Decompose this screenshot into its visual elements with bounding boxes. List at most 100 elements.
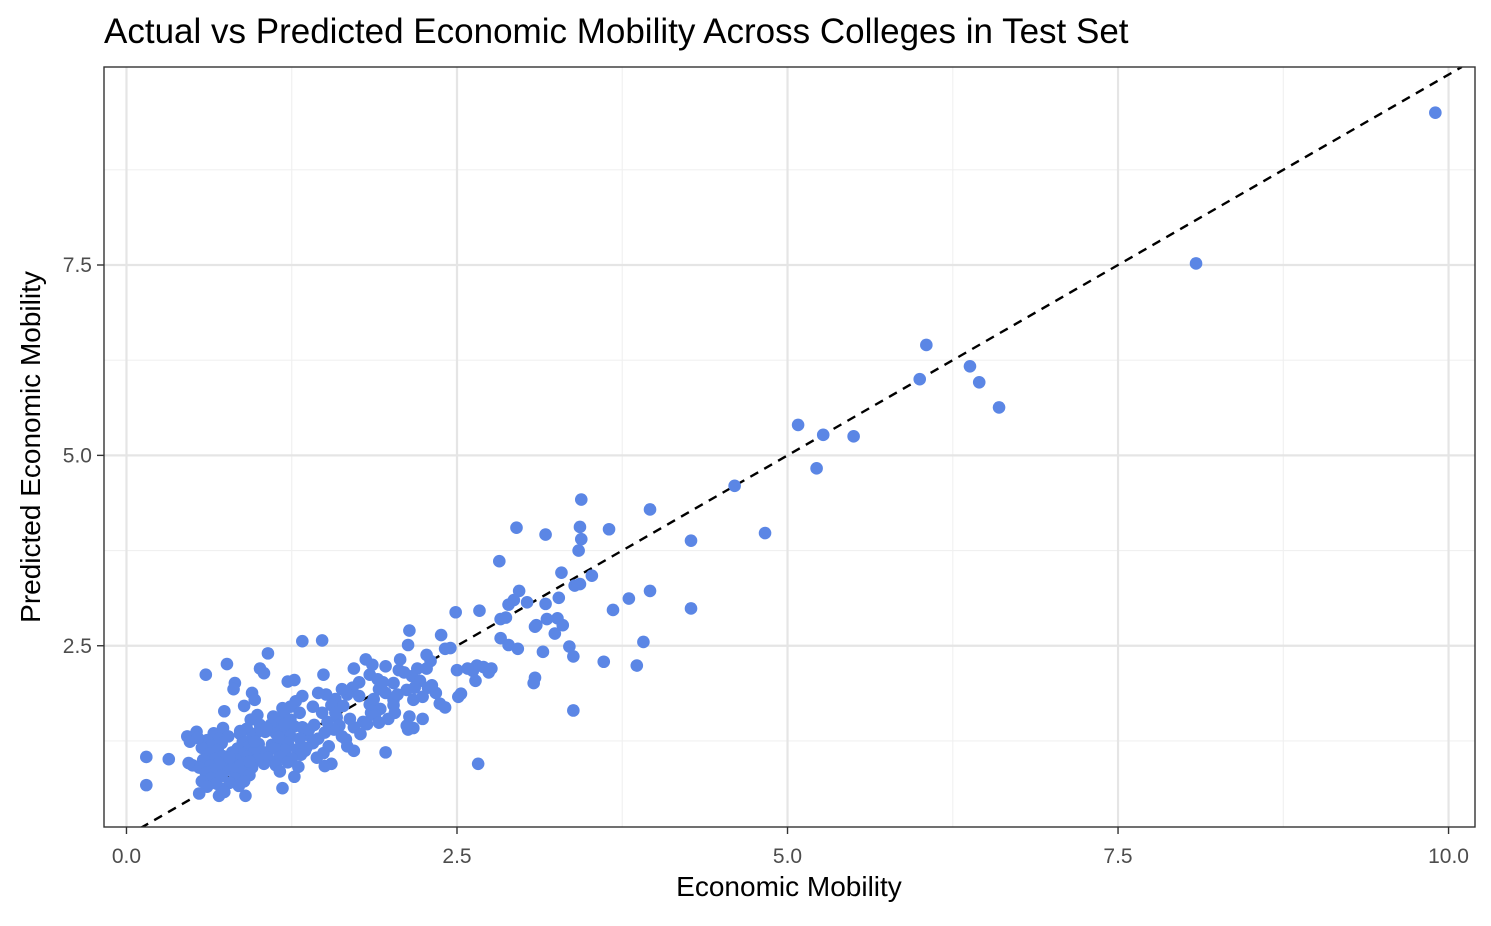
scatter-point <box>540 612 554 626</box>
scatter-point <box>278 717 292 731</box>
scatter-point <box>556 618 570 632</box>
scatter-point <box>963 359 977 373</box>
scatter-point <box>293 706 306 720</box>
scatter-point <box>452 690 465 704</box>
scatter-point <box>318 726 332 739</box>
scatter-point <box>223 751 236 765</box>
scatter-point <box>233 724 247 738</box>
scatter-point <box>352 689 366 703</box>
scatter-point <box>643 503 657 516</box>
scatter-point <box>469 674 482 688</box>
scatter-point <box>281 755 295 769</box>
scatter-point <box>408 681 421 694</box>
scatter-point <box>192 787 206 800</box>
scatter-point <box>520 596 534 609</box>
scatter-point <box>354 727 367 741</box>
scatter-point <box>972 375 986 389</box>
scatter-point <box>182 756 195 770</box>
scatter-point <box>335 682 349 696</box>
scatter-point <box>913 372 927 386</box>
scatter-point <box>318 759 332 773</box>
scatter-point <box>434 628 448 642</box>
scatter-point <box>684 602 698 615</box>
scatter-point <box>461 662 474 675</box>
scatter-point <box>387 676 400 690</box>
scatter-point <box>392 663 406 677</box>
scatter-point <box>425 679 439 692</box>
scatter-point <box>482 666 496 679</box>
x-tick-label: 10.0 <box>1428 845 1469 868</box>
scatter-point <box>367 692 381 706</box>
scatter-point <box>376 676 390 689</box>
scatter-point <box>379 746 392 759</box>
scatter-point <box>572 544 585 557</box>
scatter-point <box>420 662 433 675</box>
scatter-point <box>372 716 386 729</box>
scatter-point <box>393 653 407 666</box>
scatter-point <box>379 660 392 673</box>
scatter-point <box>359 653 373 666</box>
scatter-point <box>567 650 580 663</box>
scatter-point <box>288 770 301 784</box>
grid-lines <box>104 67 1475 827</box>
scatter-point <box>574 493 588 506</box>
scatter-point <box>791 418 805 432</box>
scatter-point <box>473 604 486 618</box>
scatter-point <box>567 704 580 717</box>
scatter-point <box>684 534 698 547</box>
x-tick-label: 2.5 <box>442 845 471 868</box>
scatter-point <box>273 765 287 778</box>
scatter-point <box>992 401 1006 414</box>
scatter-point <box>511 642 525 656</box>
scatter-point <box>471 757 485 771</box>
scatter-point <box>140 778 153 792</box>
scatter-point <box>347 744 361 758</box>
x-axis-title: Economic Mobility <box>676 871 902 902</box>
scatter-point <box>292 760 305 774</box>
scatter-point <box>162 752 176 766</box>
x-axis: 0.0 2.5 5.0 7.5 10.0 <box>112 827 1469 868</box>
scatter-point <box>602 522 616 536</box>
scatter-point <box>339 733 353 746</box>
scatter-point <box>261 647 275 660</box>
scatter-point <box>401 638 415 652</box>
scatter-point <box>191 731 205 745</box>
scatter-point <box>220 657 234 671</box>
scatter-point <box>306 700 320 713</box>
scatter-point <box>248 693 262 707</box>
scatter-point <box>444 641 457 655</box>
scatter-point <box>317 668 330 681</box>
y-tick-label: 5.0 <box>63 444 92 467</box>
y-axis: 2.5 5.0 7.5 <box>63 254 104 658</box>
scatter-point <box>311 686 325 700</box>
scatter-point <box>536 645 550 659</box>
scatter-point <box>296 634 309 648</box>
scatter-point <box>140 750 153 764</box>
x-tick-label: 7.5 <box>1103 845 1132 868</box>
scatter-point <box>248 735 262 749</box>
scatter-point <box>548 627 562 640</box>
scatter-point <box>630 659 644 672</box>
scatter-point <box>622 592 636 605</box>
scatter-point <box>552 591 566 605</box>
scatter-point <box>637 635 650 649</box>
scatter-point <box>272 730 285 744</box>
scatter-point <box>573 520 587 534</box>
scatter-point <box>494 612 507 626</box>
scatter-point <box>920 338 933 352</box>
scatter-point <box>438 701 452 714</box>
scatter-point <box>237 699 251 713</box>
scatter-point <box>212 789 226 803</box>
scatter-point <box>321 715 334 729</box>
scatter-point <box>257 666 271 680</box>
scatter-point <box>527 676 540 690</box>
scatter-point <box>563 640 576 653</box>
scatter-point <box>512 584 526 598</box>
scatter-point <box>416 712 429 726</box>
scatter-point <box>728 479 741 493</box>
scatter-point <box>493 554 506 568</box>
scatter-point <box>315 706 329 720</box>
scatter-point <box>276 781 289 795</box>
chart-title: Actual vs Predicted Economic Mobility Ac… <box>104 12 1129 51</box>
scatter-point <box>293 732 306 745</box>
